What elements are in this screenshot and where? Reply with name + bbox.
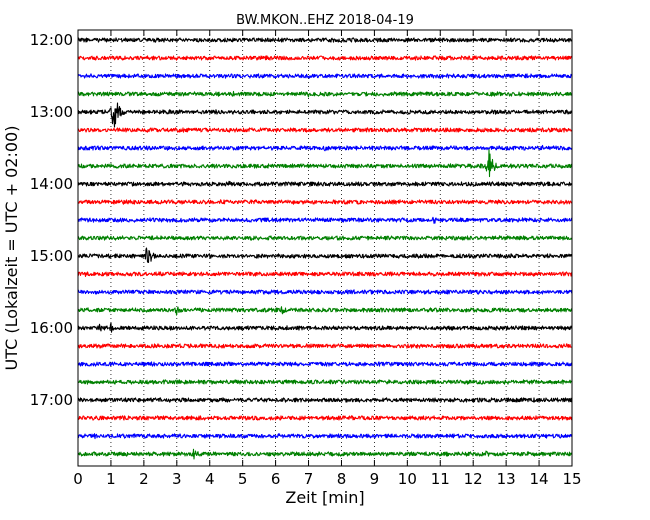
seismic-trace-1430 xyxy=(77,216,573,224)
x-tick-label: 9 xyxy=(370,470,380,488)
seismic-trace-1400 xyxy=(77,180,573,187)
trace-layer xyxy=(77,37,573,460)
seismic-trace-1515 xyxy=(77,271,573,278)
plot-frame xyxy=(77,29,573,467)
x-tick-label: 2 xyxy=(139,470,149,488)
seismic-trace-1230 xyxy=(77,73,573,79)
x-tick-label: 3 xyxy=(172,470,182,488)
seismic-trace-1700 xyxy=(77,397,573,403)
seismic-trace-1245 xyxy=(77,90,573,98)
seismic-trace-1330 xyxy=(77,144,573,152)
chart-title: BW.MKON..EHZ 2018-04-19 xyxy=(236,13,414,28)
x-tick-labels: 0 1 2 3 4 5 6 7 8 9 10 11 12 13 14 15 xyxy=(73,470,581,488)
y-axis-label: UTC (Lokalzeit = UTC + 02:00) xyxy=(2,126,21,371)
x-tick-label: 10 xyxy=(398,470,417,488)
x-tick-label: 11 xyxy=(431,470,450,488)
y-tick-label: 15:00 xyxy=(30,247,73,265)
grid-lines xyxy=(110,30,540,466)
seismic-trace-1615 xyxy=(77,343,573,349)
x-tick-label: 13 xyxy=(497,470,516,488)
x-tick-label: 1 xyxy=(106,470,116,488)
seismic-trace-1730 xyxy=(77,433,573,440)
seismic-trace-1200 xyxy=(77,37,573,43)
y-tick-label: 16:00 xyxy=(30,319,73,337)
seismic-trace-1545 xyxy=(77,306,573,316)
x-tick-label: 15 xyxy=(562,470,581,488)
seismic-trace-1415 xyxy=(77,199,573,205)
x-tick-label: 14 xyxy=(530,470,549,488)
seismic-trace-1300 xyxy=(77,102,573,128)
seismic-trace-1530 xyxy=(77,289,573,295)
seismic-trace-1600 xyxy=(77,322,573,333)
seismic-trace-1315 xyxy=(77,127,573,133)
seismic-trace-1445 xyxy=(77,235,573,241)
y-tick-label: 12:00 xyxy=(30,31,73,49)
x-tick-label: 0 xyxy=(73,470,83,488)
seismic-trace-1215 xyxy=(77,55,573,61)
x-tick-label: 12 xyxy=(464,470,483,488)
x-tick-label: 4 xyxy=(205,470,215,488)
seismic-trace-1645 xyxy=(77,379,573,385)
seismic-trace-1630 xyxy=(77,361,573,367)
seismic-trace-1715 xyxy=(77,415,573,421)
y-tick-labels: 12:00 13:00 14:00 15:00 16:00 17:00 xyxy=(30,31,73,409)
x-tick-label: 8 xyxy=(337,470,347,488)
y-tick-label: 13:00 xyxy=(30,103,73,121)
y-tick-label: 17:00 xyxy=(30,391,73,409)
x-tick-label: 5 xyxy=(238,470,248,488)
x-tick-label: 6 xyxy=(271,470,281,488)
x-tick-label: 7 xyxy=(304,470,314,488)
seismic-trace-1345 xyxy=(77,149,573,178)
seismic-trace-1500 xyxy=(77,247,573,263)
x-axis-label: Zeit [min] xyxy=(285,488,364,507)
seismic-trace-1745 xyxy=(77,448,573,460)
y-tick-label: 14:00 xyxy=(30,175,73,193)
